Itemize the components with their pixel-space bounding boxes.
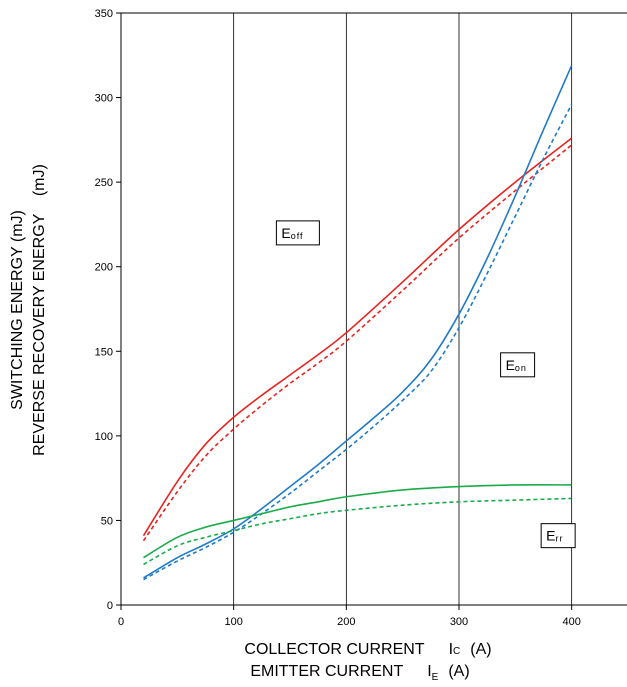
y-tick-label-300: 300 [95, 93, 113, 105]
curve-label-box-off [275, 220, 320, 246]
y-tick-label-150: 150 [95, 346, 113, 358]
y-tick-label-350: 350 [95, 8, 113, 20]
y-tick-label-200: 200 [95, 262, 113, 274]
curve-label-text-off: Eoff [281, 225, 303, 241]
series-line-3 [143, 103, 573, 581]
x-axis-title-line-1: COLLECTOR CURRENT IC (A) [244, 641, 491, 658]
curve-label-rr: Err [540, 523, 576, 549]
series-line-0 [142, 137, 573, 537]
x-axis-title-line-2: EMITTER CURRENT IE (A) [250, 663, 469, 683]
curve-label-on: Eon [500, 352, 536, 378]
y-tick-label-0: 0 [107, 600, 113, 612]
curve-label-box-rr [540, 523, 576, 549]
curve-label-text-on: Eon [506, 357, 527, 373]
x-tick-label-400: 400 [562, 616, 580, 628]
axis-titles: COLLECTOR CURRENT IC (A) EMITTER CURRENT IE… [9, 164, 492, 683]
series-line-2 [143, 65, 573, 579]
x-tick-label-0: 0 [118, 616, 124, 628]
x-tick-label-100: 100 [224, 616, 242, 628]
curve-label-off: Eoff [275, 220, 320, 246]
y-axis-title-line-2: REVERSE RECOVERY ENERGY (mJ) [31, 164, 48, 456]
series-line-4 [143, 483, 572, 559]
x-tick-label-200: 200 [337, 616, 355, 628]
curve-labels: Eoff Eon Err [275, 220, 576, 549]
curve-label-box-on [500, 352, 536, 378]
series-group [142, 65, 573, 581]
series-line-5 [143, 497, 572, 566]
y-tick-label-100: 100 [95, 431, 113, 443]
x-tick-label-300: 300 [450, 616, 468, 628]
series-line-1 [142, 144, 573, 542]
y-axis-title-line-1: SWITCHING ENERGY (mJ) [9, 210, 26, 410]
grid-lines [233, 13, 573, 605]
y-tick-label-50: 50 [101, 515, 113, 527]
plot-frame [120, 12, 627, 606]
curve-label-text-rr: Err [546, 528, 563, 544]
y-tick-label-250: 250 [95, 177, 113, 189]
tick-labels: 0 50 100 150 200 250 300 350 0 100 200 300 400 [95, 8, 581, 628]
